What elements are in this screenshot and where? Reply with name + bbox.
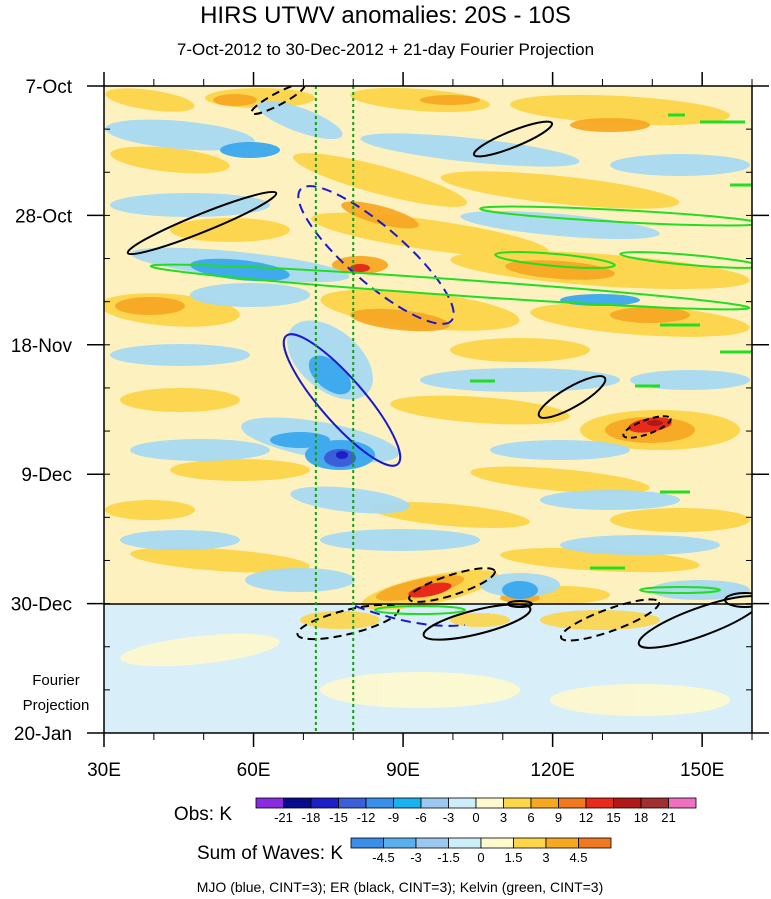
- legend-tick-label: -4.5: [372, 850, 394, 865]
- legend-tick-label: 21: [661, 810, 675, 825]
- er-contour: [296, 603, 400, 641]
- mjo-contour-positive: [282, 333, 402, 467]
- y-tick-label: 7-Oct: [26, 77, 73, 98]
- legend-swatch: [338, 797, 367, 809]
- wave-contours: [126, 86, 752, 649]
- er-contour: [422, 603, 532, 641]
- waves-legend-label: Sum of Waves: K: [197, 843, 343, 864]
- mjo-contour-negative: [297, 185, 455, 325]
- x-tick-label: 150E: [680, 760, 724, 781]
- legend-swatch: [613, 797, 642, 809]
- obs-legend: -21 -18 -15 -12 -9 -6 -3 0 3 6 9 12 15 18 21: [255, 797, 697, 825]
- legend-tick-label: -3: [410, 850, 422, 865]
- obs-anomaly-field: [104, 87, 750, 716]
- legend-tick-label: -12: [357, 810, 376, 825]
- kelvin-contour: [619, 251, 752, 269]
- waves-legend: -4.5 -3 -1.5 0 1.5 3 4.5: [350, 837, 612, 865]
- legend-swatch: [585, 797, 614, 809]
- legend-swatch: [480, 837, 514, 849]
- kelvin-contour: [374, 605, 466, 615]
- legend-swatch: [530, 797, 559, 809]
- legend-swatch: [383, 837, 417, 849]
- legend-tick-label: 0: [477, 850, 484, 865]
- y-tick-label: 20-Jan: [14, 724, 72, 745]
- er-contour: [408, 567, 496, 603]
- legend-tick-label: 3: [500, 810, 507, 825]
- y-tick-label: 18-Nov: [11, 336, 73, 357]
- er-contour: [507, 600, 533, 608]
- legend-tick-label: -6: [415, 810, 427, 825]
- legend-swatch: [545, 837, 579, 849]
- legend-swatch: [350, 837, 384, 849]
- er-contour: [724, 592, 752, 608]
- legend-tick-label: 6: [527, 810, 534, 825]
- legend-tick-label: 4.5: [569, 850, 587, 865]
- kelvin-contour: [494, 251, 616, 269]
- plot-area: [104, 86, 752, 733]
- legend-tick-label: -1.5: [437, 850, 459, 865]
- er-contour: [637, 595, 752, 649]
- er-contour: [622, 415, 672, 439]
- legend-swatch: [365, 797, 394, 809]
- legend-swatch: [513, 837, 547, 849]
- legend-swatch: [448, 797, 477, 809]
- x-tick-label: 120E: [530, 760, 574, 781]
- legend-tick-label: 18: [634, 810, 648, 825]
- er-contour: [126, 190, 278, 256]
- legend-swatch: [393, 797, 422, 809]
- legend-tick-label: 1.5: [504, 850, 522, 865]
- x-tick-label: 90E: [386, 760, 420, 781]
- legend-tick-label: 15: [606, 810, 620, 825]
- y-axis: 7-Oct 28-Oct 18-Nov 9-Dec 30-Dec 20-Jan: [11, 77, 769, 745]
- kelvin-contour: [149, 263, 751, 311]
- footer-note: MJO (blue, CINT=3); ER (black, CINT=3); …: [197, 879, 604, 895]
- legend-swatch: [310, 797, 339, 809]
- legend-swatch: [503, 797, 532, 809]
- x-axis: 30E 60E 90E 120E 150E: [87, 72, 753, 781]
- y-tick-label: 9-Dec: [21, 465, 72, 486]
- er-contour: [472, 120, 554, 158]
- projection-label-line1: Fourier: [32, 672, 80, 689]
- legend-tick-label: -18: [302, 810, 321, 825]
- kelvin-contour: [479, 205, 752, 227]
- legend-tick-label: 9: [555, 810, 562, 825]
- legend-swatch: [448, 837, 482, 849]
- legend-swatch: [475, 797, 504, 809]
- chart-subtitle: 7-Oct-2012 to 30-Dec-2012 + 21-day Fouri…: [176, 40, 595, 59]
- plot-frame: [103, 85, 753, 734]
- x-tick-label: 60E: [237, 760, 271, 781]
- legend-tick-label: 3: [542, 850, 549, 865]
- legend-swatch: [415, 837, 449, 849]
- er-contour: [559, 598, 661, 642]
- legend-swatch: [420, 797, 449, 809]
- legend-swatch: [668, 797, 697, 809]
- legend-swatch: [640, 797, 669, 809]
- legend-tick-label: 0: [472, 810, 479, 825]
- legend-tick-label: -9: [388, 810, 400, 825]
- legend-swatch: [558, 797, 587, 809]
- x-tick-label: 30E: [87, 760, 121, 781]
- obs-legend-label: Obs: K: [174, 804, 232, 825]
- mjo-contour-projection: [354, 605, 466, 627]
- er-contour: [537, 375, 607, 419]
- er-contour: [250, 86, 306, 116]
- kelvin-contour: [639, 586, 721, 594]
- legend-tick-label: -3: [443, 810, 455, 825]
- legend-swatch: [283, 797, 312, 809]
- legend-tick-label: 12: [579, 810, 593, 825]
- legend-tick-label: -21: [274, 810, 293, 825]
- legend-swatch: [578, 837, 612, 849]
- legend-tick-label: -15: [329, 810, 348, 825]
- projection-label-line2: Projection: [23, 697, 90, 714]
- y-tick-label: 28-Oct: [15, 206, 73, 227]
- y-tick-label: 30-Dec: [11, 595, 72, 616]
- legend-swatch: [255, 797, 284, 809]
- chart-title: HIRS UTWV anomalies: 20S - 10S: [200, 2, 571, 29]
